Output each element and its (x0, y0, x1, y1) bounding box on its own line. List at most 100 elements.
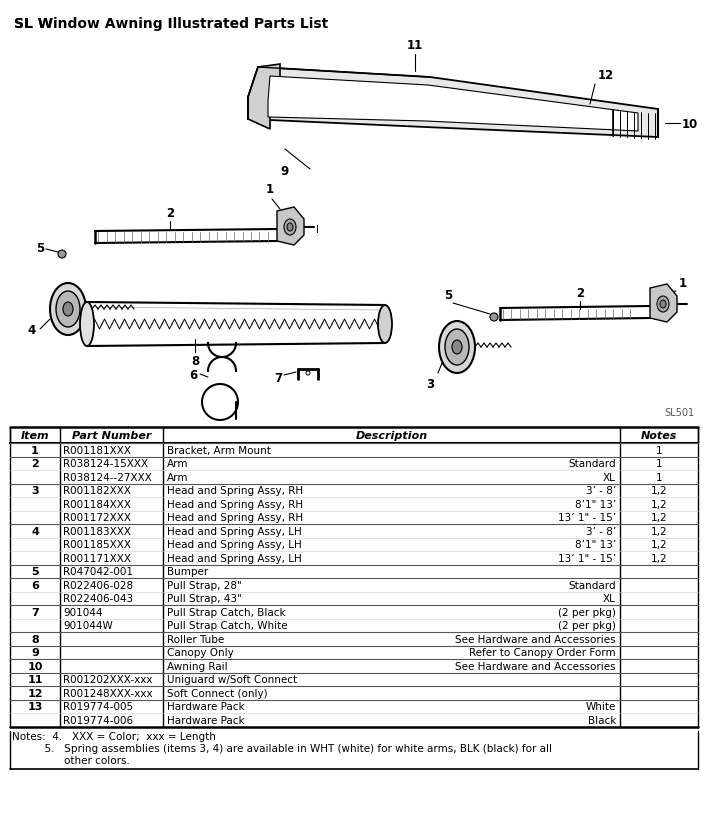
Ellipse shape (452, 340, 462, 354)
Polygon shape (248, 68, 658, 138)
Text: Notes:  4.   XXX = Color;  xxx = Length: Notes: 4. XXX = Color; xxx = Length (12, 732, 216, 742)
Text: 6: 6 (189, 368, 197, 381)
Text: Standard: Standard (569, 580, 616, 590)
Text: 1,2: 1,2 (651, 553, 668, 563)
Text: Standard: Standard (569, 459, 616, 469)
Ellipse shape (80, 303, 94, 347)
Text: SL501: SL501 (665, 407, 695, 417)
Text: R019774-005: R019774-005 (63, 701, 133, 711)
Text: 1,2: 1,2 (651, 539, 668, 549)
Text: 10: 10 (28, 661, 42, 671)
Text: 5.   Spring assemblies (items 3, 4) are available in WHT (white) for white arms,: 5. Spring assemblies (items 3, 4) are av… (12, 743, 552, 753)
Ellipse shape (660, 301, 666, 308)
Text: 8: 8 (31, 634, 39, 644)
Text: 13’ 1" - 15’: 13’ 1" - 15’ (558, 553, 616, 563)
Text: 4: 4 (28, 323, 36, 336)
Text: 8’1" 13’: 8’1" 13’ (575, 499, 616, 509)
Text: Roller Tube: Roller Tube (167, 634, 224, 644)
Ellipse shape (439, 322, 475, 374)
Text: Soft Connect (only): Soft Connect (only) (167, 688, 268, 698)
Text: SL W: SL W (14, 17, 53, 31)
Text: 3’ - 8’: 3’ - 8’ (586, 486, 616, 496)
Text: Awning Rail: Awning Rail (167, 661, 228, 671)
Text: 11: 11 (407, 39, 423, 52)
Text: Head and Spring Assy, RH: Head and Spring Assy, RH (167, 512, 303, 522)
Ellipse shape (306, 371, 310, 375)
Text: Notes: Notes (641, 431, 677, 441)
Text: 5: 5 (31, 567, 39, 577)
Text: Refer to Canopy Order Form: Refer to Canopy Order Form (469, 647, 616, 657)
Text: 1: 1 (656, 446, 662, 456)
Text: R001171XXX: R001171XXX (63, 553, 131, 563)
Text: R001248XXX-xxx: R001248XXX-xxx (63, 688, 153, 698)
Text: 6: 6 (31, 580, 39, 590)
Text: R001184XXX: R001184XXX (63, 499, 131, 509)
Text: Head and Spring Assy, RH: Head and Spring Assy, RH (167, 486, 303, 496)
Text: 10: 10 (682, 117, 698, 130)
Text: 1: 1 (31, 446, 39, 456)
Text: 7: 7 (274, 371, 282, 384)
Polygon shape (277, 208, 304, 246)
Ellipse shape (284, 220, 296, 236)
Text: 7: 7 (31, 607, 39, 617)
Text: Item: Item (21, 431, 50, 441)
Text: Pull Strap, 43": Pull Strap, 43" (167, 594, 241, 604)
Text: Bumper: Bumper (167, 567, 208, 577)
Text: 9: 9 (31, 647, 39, 657)
Text: Pull Strap, 28": Pull Strap, 28" (167, 580, 241, 590)
Polygon shape (650, 285, 677, 323)
Text: 3’ - 8’: 3’ - 8’ (586, 526, 616, 536)
Text: 2: 2 (166, 206, 174, 220)
Text: Hardware Pack: Hardware Pack (167, 715, 245, 725)
Text: R022406-028: R022406-028 (63, 580, 133, 590)
Text: White: White (586, 701, 616, 711)
Text: 1,2: 1,2 (651, 486, 668, 496)
Text: Arm: Arm (167, 459, 188, 469)
Text: 8’1" 13’: 8’1" 13’ (575, 539, 616, 549)
Text: Pull Strap Catch, Black: Pull Strap Catch, Black (167, 607, 285, 617)
Text: Pull Strap Catch, White: Pull Strap Catch, White (167, 620, 287, 630)
Text: R001172XXX: R001172XXX (63, 512, 131, 522)
Text: Head and Spring Assy, LH: Head and Spring Assy, LH (167, 526, 302, 536)
Text: 901044W: 901044W (63, 620, 113, 630)
Text: R001181XXX: R001181XXX (63, 446, 131, 456)
Text: Hardware Pack: Hardware Pack (167, 701, 245, 711)
Ellipse shape (445, 329, 469, 365)
Text: R047042-001: R047042-001 (63, 567, 133, 577)
Ellipse shape (50, 283, 86, 335)
Ellipse shape (63, 303, 73, 317)
Text: 12: 12 (27, 688, 42, 698)
Text: Description: Description (355, 431, 428, 441)
Text: 3: 3 (426, 378, 434, 390)
Ellipse shape (378, 306, 392, 344)
Ellipse shape (58, 251, 66, 258)
Text: R019774-006: R019774-006 (63, 715, 133, 725)
Polygon shape (268, 77, 638, 132)
Text: R038124--27XXX: R038124--27XXX (63, 472, 152, 482)
Text: SL Window Awning Illustrated Parts List: SL Window Awning Illustrated Parts List (14, 17, 329, 31)
Text: 1,2: 1,2 (651, 512, 668, 522)
Text: 1: 1 (656, 459, 662, 469)
Text: See Hardware and Accessories: See Hardware and Accessories (455, 634, 616, 644)
Text: R001182XXX: R001182XXX (63, 486, 131, 496)
Text: 13: 13 (28, 701, 42, 711)
Text: 9: 9 (281, 165, 289, 178)
Text: Arm: Arm (167, 472, 188, 482)
Text: 1,2: 1,2 (651, 499, 668, 509)
Polygon shape (248, 65, 280, 130)
Text: Uniguard w/Soft Connect: Uniguard w/Soft Connect (167, 675, 297, 685)
Text: Head and Spring Assy, LH: Head and Spring Assy, LH (167, 553, 302, 563)
Text: Canopy Only: Canopy Only (167, 647, 234, 657)
Ellipse shape (287, 224, 293, 232)
Text: (2 per pkg): (2 per pkg) (558, 620, 616, 630)
Ellipse shape (657, 297, 669, 313)
Text: XL: XL (603, 594, 616, 604)
Text: 2: 2 (31, 459, 39, 469)
Text: R001183XXX: R001183XXX (63, 526, 131, 536)
Text: 12: 12 (598, 69, 615, 82)
Text: Head and Spring Assy, RH: Head and Spring Assy, RH (167, 499, 303, 509)
Text: XL: XL (603, 472, 616, 482)
Text: R001185XXX: R001185XXX (63, 539, 131, 549)
Text: Black: Black (588, 715, 616, 725)
Text: 1: 1 (656, 472, 662, 482)
